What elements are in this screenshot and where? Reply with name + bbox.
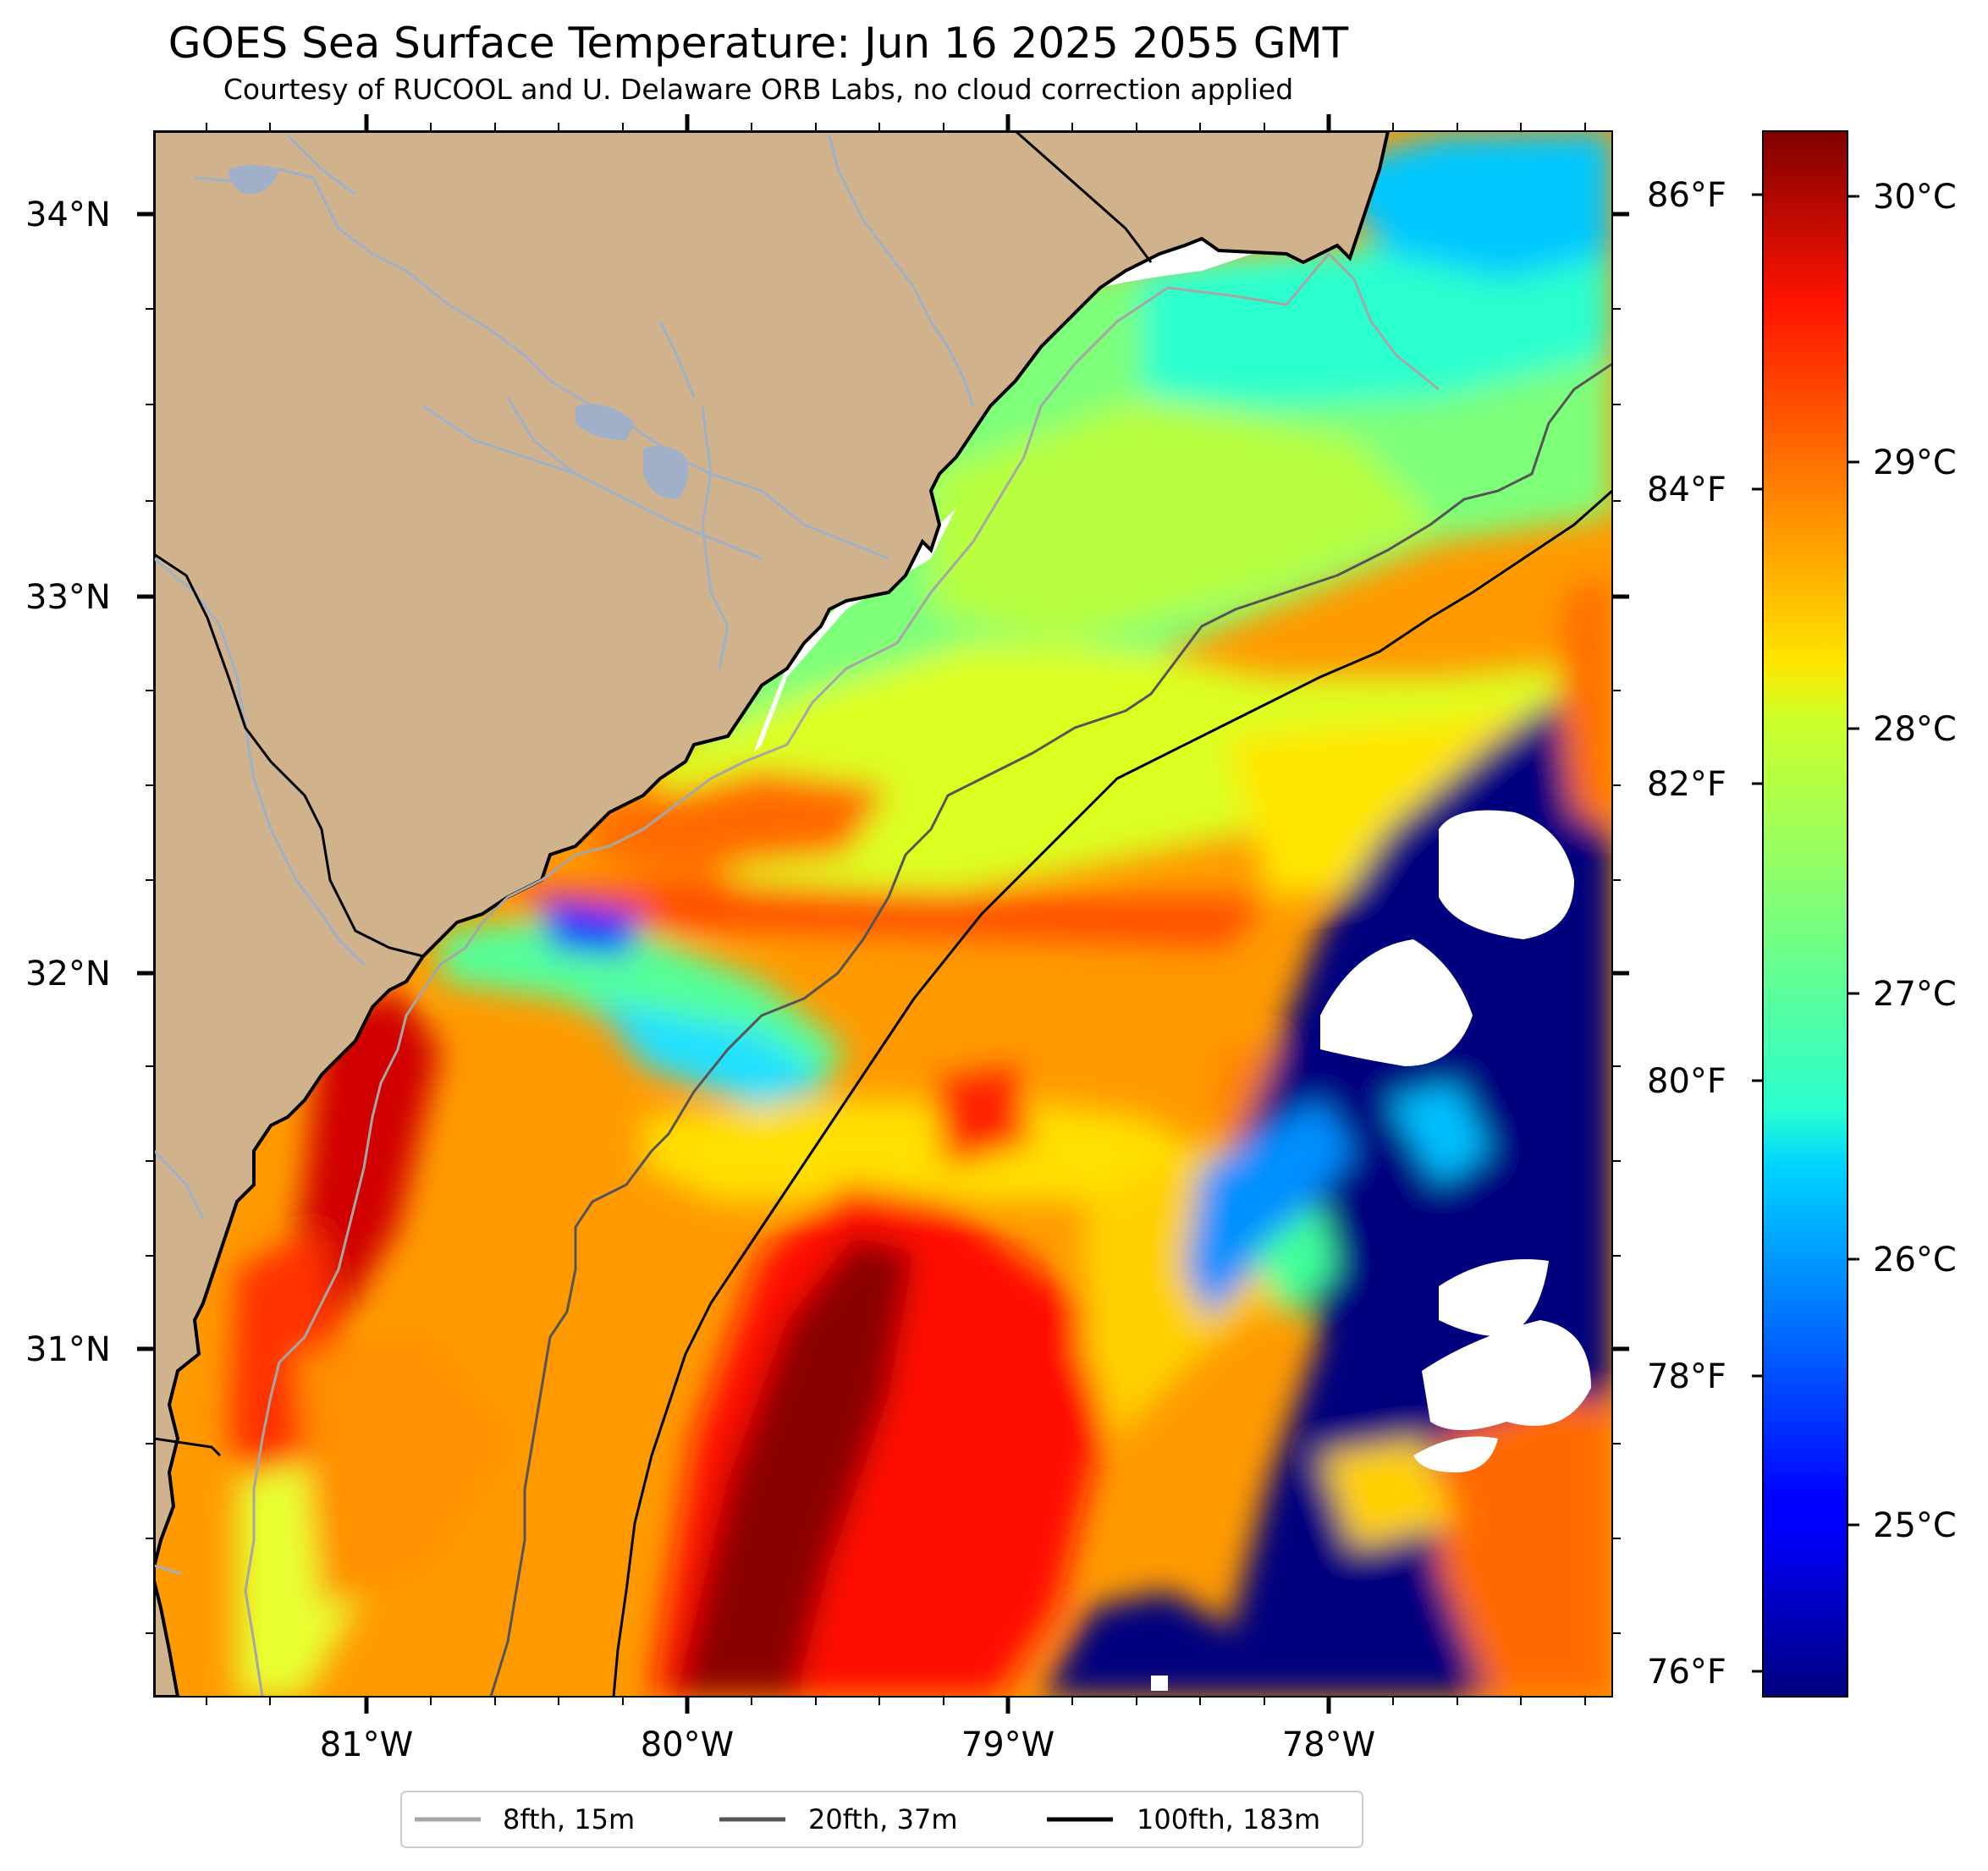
lon-label-79w: 79°W: [961, 1725, 1055, 1764]
right-minor-ticks: [1612, 308, 1621, 1634]
fahrenheit-label-84: 84°F: [1647, 471, 1726, 509]
lat-ticks-left: [137, 212, 154, 1351]
lon-minor-ticks: [206, 123, 1586, 1705]
colorbar: [1762, 130, 1848, 1698]
celsius-label-25: 25°C: [1873, 1506, 1957, 1545]
map-frame: [153, 130, 1613, 1698]
lat-label-32: 32°N: [25, 955, 111, 993]
fahrenheit-label-86: 86°F: [1647, 176, 1726, 215]
lon-label-80w: 80°W: [641, 1725, 734, 1764]
state-borders: [154, 131, 1153, 1457]
celsius-label-28: 28°C: [1873, 710, 1957, 749]
lat-label-31: 31°N: [25, 1330, 111, 1369]
lakes: [229, 165, 689, 499]
right-lat-ticks: [1612, 212, 1629, 1351]
fahrenheit-ticks: [1752, 193, 1762, 1673]
legend-box: [400, 1791, 1363, 1848]
fahrenheit-label-80: 80°F: [1647, 1062, 1726, 1101]
legend-label-100fth: 100fth, 183m: [1137, 1803, 1320, 1835]
lon-label-78w: 78°W: [1282, 1725, 1375, 1764]
isobath-20fth: [489, 362, 1612, 1697]
lat-minor-ticks: [146, 308, 154, 1634]
celsius-label-27: 27°C: [1873, 975, 1957, 1014]
isobaths: [244, 252, 1612, 1697]
isobath-100fth: [612, 489, 1612, 1697]
sst-field: [229, 131, 1612, 1697]
isobath-8fth: [244, 252, 1440, 1697]
lon-label-81w: 81°W: [320, 1725, 413, 1764]
celsius-ticks: [1848, 195, 1859, 1527]
map-area: [154, 131, 1612, 1697]
lon-ticks: [364, 114, 1331, 1714]
fahrenheit-label-78: 78°F: [1647, 1357, 1726, 1396]
rivers: [154, 134, 975, 1576]
celsius-label-26: 26°C: [1873, 1241, 1957, 1279]
legend-label-20fth: 20fth, 37m: [808, 1803, 957, 1835]
fahrenheit-label-76: 76°F: [1647, 1653, 1726, 1692]
map-subtitle: Courtesy of RUCOOL and U. Delaware ORB L…: [223, 73, 1294, 106]
lat-label-33: 33°N: [25, 578, 111, 617]
lat-label-34: 34°N: [25, 195, 111, 234]
legend-label-8fth: 8fth, 15m: [503, 1803, 635, 1835]
celsius-label-29: 29°C: [1873, 443, 1957, 482]
fahrenheit-label-82: 82°F: [1647, 765, 1726, 804]
map-title: GOES Sea Surface Temperature: Jun 16 202…: [168, 19, 1349, 68]
celsius-label-30: 30°C: [1873, 178, 1957, 217]
isobath-legend: 8fth, 15m 20fth, 37m 100fth, 183m: [400, 1791, 1363, 1848]
